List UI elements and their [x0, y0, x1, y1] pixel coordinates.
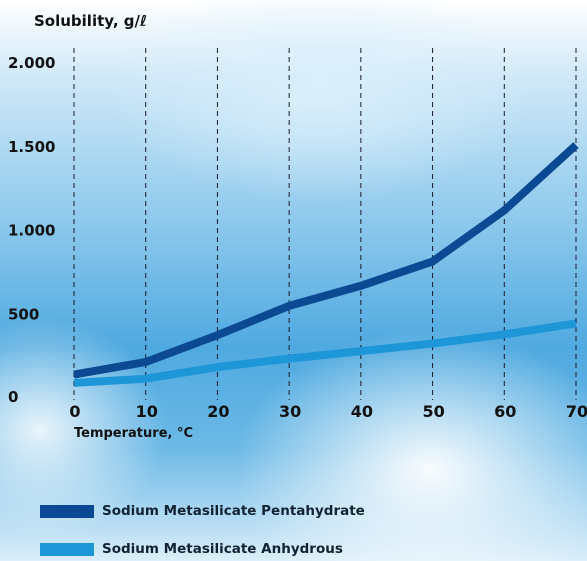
chart-title: Solubility, g/ℓ — [34, 12, 148, 30]
y-tick-label: 500 — [8, 305, 39, 323]
y-tick-label: 1.500 — [8, 138, 55, 156]
y-tick-label: 0 — [8, 388, 18, 406]
x-tick-label: 50 — [422, 402, 444, 421]
series-line — [73, 142, 579, 379]
x-tick-label: 20 — [207, 402, 229, 421]
x-tick-label: 30 — [279, 402, 301, 421]
legend-item-pentahydrate: Sodium Metasilicate Pentahydrate — [40, 500, 365, 522]
x-tick-label: 10 — [136, 402, 158, 421]
x-axis-label: Temperature, °C — [74, 426, 194, 441]
y-tick-label: 1.000 — [8, 222, 55, 240]
y-tick-label: 2.000 — [8, 54, 55, 72]
x-tick-label: 0 — [69, 402, 80, 421]
legend-swatch-anhydrous — [40, 542, 94, 556]
x-tick-label: 40 — [351, 402, 373, 421]
legend-item-anhydrous: Sodium Metasilicate Anhydrous — [40, 538, 343, 560]
legend-swatch-pentahydrate — [40, 504, 94, 518]
series-line — [73, 319, 577, 387]
x-tick-label: 60 — [494, 402, 516, 421]
x-tick-label: 70 — [566, 402, 587, 421]
legend-label-pentahydrate: Sodium Metasilicate Pentahydrate — [102, 503, 365, 519]
legend-label-anhydrous: Sodium Metasilicate Anhydrous — [102, 541, 343, 557]
